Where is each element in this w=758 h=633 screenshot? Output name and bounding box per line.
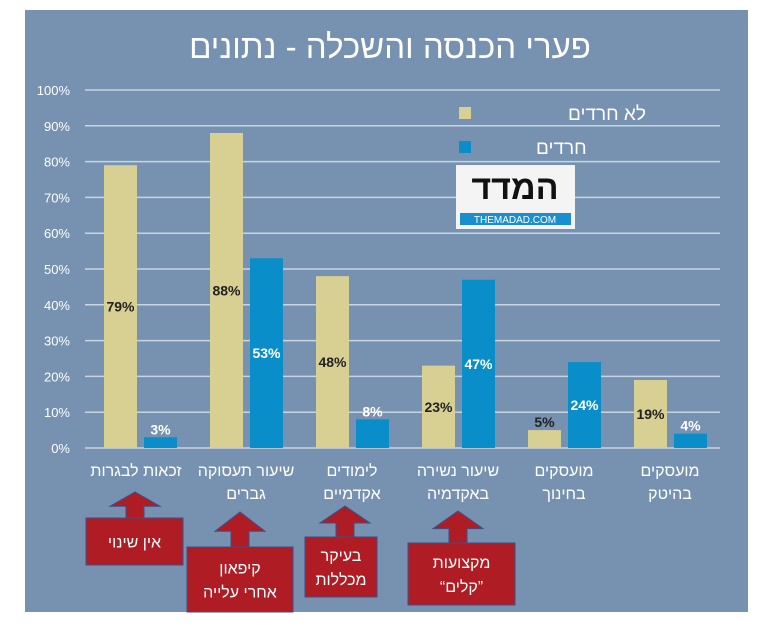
legend-swatch-haredi (459, 141, 471, 153)
annotation-text: קיפאון (219, 561, 260, 578)
x-tick-label: באקדמיה (427, 486, 490, 503)
annotation-text: אין שינוי (108, 535, 161, 552)
data-label: 88% (212, 282, 241, 298)
annotation-text: מקצועות (433, 555, 491, 572)
bar (356, 419, 389, 448)
bar (144, 437, 177, 448)
bar (422, 365, 455, 448)
data-label: 5% (534, 414, 555, 430)
arrow-up-icon (431, 510, 485, 544)
bar (210, 132, 243, 448)
legend-label-haredi: חרדים (536, 138, 587, 159)
bar (568, 362, 601, 448)
y-tick-label: 70% (44, 190, 70, 205)
chart-background (25, 10, 748, 612)
data-label: 8% (362, 403, 383, 419)
annotation-callout: קיפאון אחרי עלייה (186, 511, 294, 613)
x-tick-label: שיעור תעסוקה (198, 463, 295, 480)
y-tick-label: 10% (44, 405, 70, 420)
data-label: 4% (680, 418, 701, 434)
x-tick-label: זכאות לבגרות (90, 462, 181, 480)
data-label: 47% (464, 356, 493, 372)
bar (462, 279, 495, 448)
annotation-text: אחרי עלייה (203, 584, 277, 602)
bar (250, 258, 283, 448)
x-tick-label: לימודים (326, 462, 377, 480)
annotation-text: ”קלים“ (440, 578, 483, 596)
x-tick-label: אקדמיים (323, 486, 380, 503)
y-tick-label: 60% (44, 226, 70, 241)
y-tick-label: 90% (44, 119, 70, 134)
x-tick-label: מועסקים (534, 463, 593, 480)
annotation-text: בעיקר (321, 548, 362, 565)
x-tick-label: שיעור נשירה (417, 463, 499, 480)
x-tick-label: בחינוך (542, 486, 586, 503)
bar (528, 430, 561, 448)
annotation-callout: בעיקר מכללות (304, 505, 378, 598)
y-tick-label: 20% (44, 369, 70, 384)
arrow-up-icon (318, 505, 372, 538)
data-label: 3% (150, 421, 171, 437)
x-tick-label: בהיטק (648, 486, 692, 503)
logo: המדד THEMADAD.COM (456, 165, 575, 229)
legend-swatch-non-haredi (459, 107, 471, 119)
y-tick-label: 100% (37, 83, 71, 98)
annotation-text: מכללות (315, 571, 366, 589)
data-label: 53% (252, 345, 281, 361)
y-tick-label: 0% (51, 441, 70, 456)
data-label: 23% (424, 399, 453, 415)
y-tick-label: 50% (44, 262, 70, 277)
x-tick-label: מועסקים (640, 463, 699, 480)
data-label: 19% (636, 406, 665, 422)
y-tick-label: 30% (44, 334, 70, 349)
data-label: 48% (318, 354, 347, 370)
chart-title: פערי הכנסה והשכלה - נתונים (189, 28, 591, 65)
bar (634, 379, 667, 448)
arrow-up-icon (108, 491, 162, 519)
bar (316, 276, 349, 448)
y-tick-label: 40% (44, 298, 70, 313)
bar (104, 165, 137, 448)
legend-label-non-haredi: לא חרדים (568, 104, 646, 125)
x-tick-label: גברים (226, 486, 266, 503)
data-label: 24% (570, 397, 599, 413)
annotation-callout: מקצועות ”קלים“ (407, 510, 516, 606)
svg-text:המדד: המדד (471, 169, 558, 207)
bar (674, 433, 707, 448)
arrow-up-icon (213, 511, 267, 548)
annotation-callout: אין שינוי (85, 491, 184, 566)
data-label: 79% (106, 299, 135, 315)
svg-text:THEMADAD.COM: THEMADAD.COM (474, 215, 556, 226)
y-tick-label: 80% (44, 155, 70, 170)
